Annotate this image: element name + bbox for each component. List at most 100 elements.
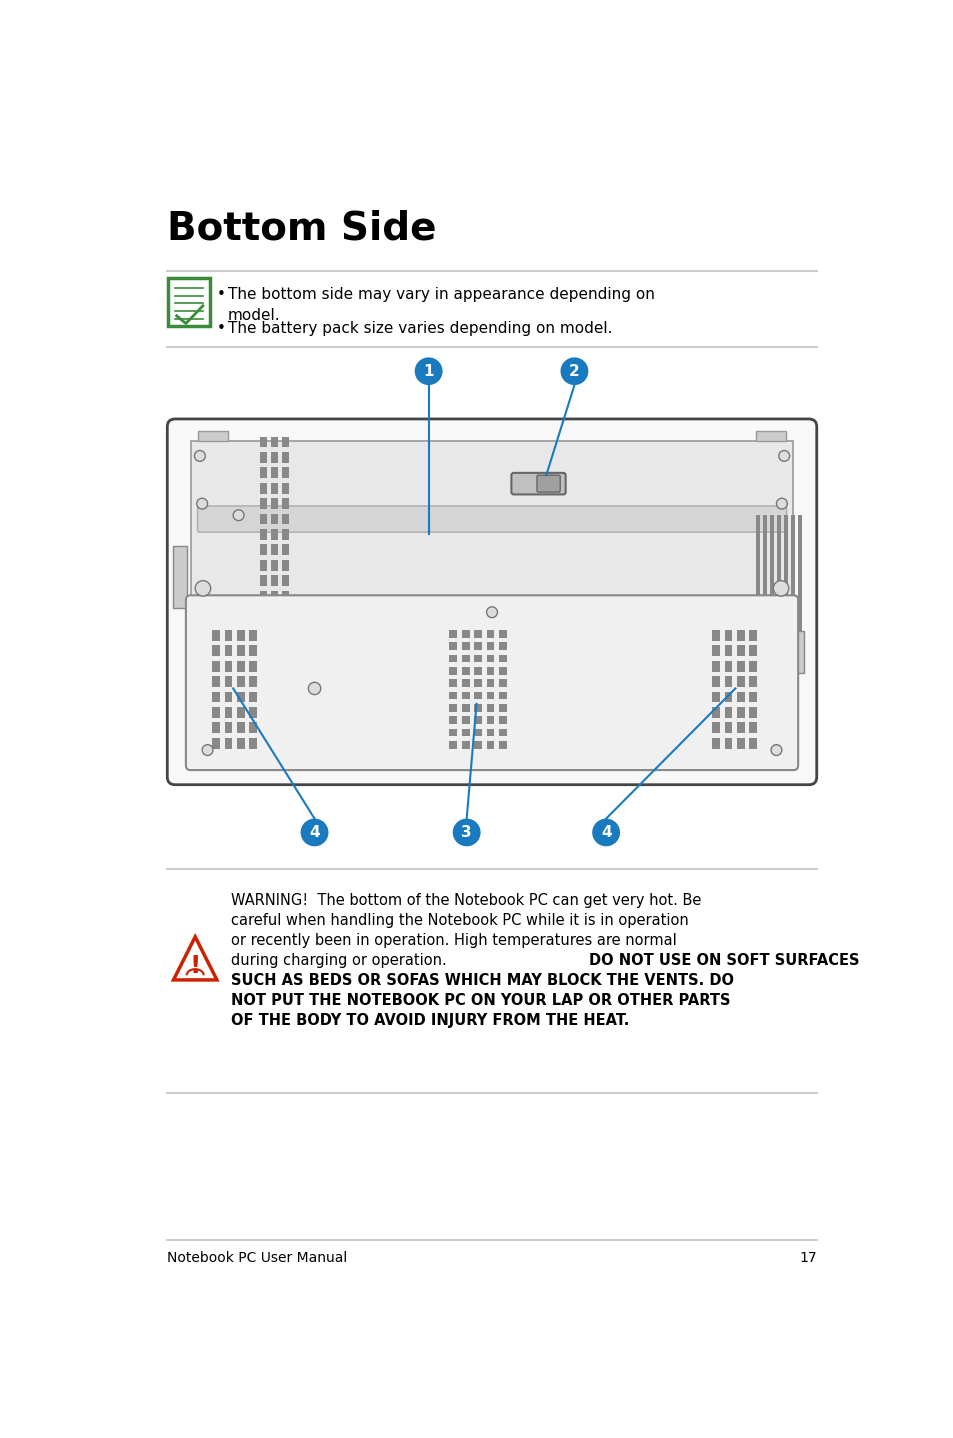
Bar — [723, 646, 732, 656]
Bar — [449, 630, 456, 637]
Bar — [271, 529, 278, 539]
Bar — [260, 637, 267, 647]
Bar — [711, 646, 720, 656]
Bar — [474, 679, 481, 687]
Bar — [173, 546, 187, 608]
Bar — [282, 637, 289, 647]
FancyBboxPatch shape — [197, 506, 785, 532]
Bar — [486, 703, 494, 712]
Bar — [212, 630, 220, 641]
FancyBboxPatch shape — [186, 595, 798, 771]
Bar — [282, 513, 289, 525]
FancyBboxPatch shape — [168, 278, 210, 326]
Bar — [474, 654, 481, 663]
Bar — [736, 676, 744, 687]
Circle shape — [300, 818, 328, 847]
FancyBboxPatch shape — [167, 418, 816, 785]
Bar — [282, 545, 289, 555]
Bar — [271, 513, 278, 525]
Text: SUCH AS BEDS OR SOFAS WHICH MAY BLOCK THE VENTS. DO: SUCH AS BEDS OR SOFAS WHICH MAY BLOCK TH… — [231, 972, 733, 988]
Text: The bottom side may vary in appearance depending on
model.: The bottom side may vary in appearance d… — [228, 286, 654, 322]
Bar — [498, 729, 506, 736]
Circle shape — [233, 510, 244, 521]
Bar — [449, 716, 456, 723]
Bar — [449, 643, 456, 650]
Bar — [498, 643, 506, 650]
Bar — [723, 676, 732, 687]
Bar — [736, 707, 744, 718]
Bar — [271, 575, 278, 587]
FancyBboxPatch shape — [537, 475, 559, 492]
Bar — [461, 654, 469, 663]
Bar — [212, 707, 220, 718]
Circle shape — [202, 745, 213, 755]
Text: during charging or operation.: during charging or operation. — [231, 952, 451, 968]
Bar — [736, 722, 744, 733]
Bar — [748, 630, 757, 641]
Bar — [236, 660, 245, 672]
Bar — [486, 679, 494, 687]
Text: 1: 1 — [423, 364, 434, 378]
Bar — [711, 707, 720, 718]
Bar — [474, 716, 481, 723]
Bar — [736, 646, 744, 656]
Bar — [224, 738, 233, 749]
Bar — [236, 676, 245, 687]
Bar — [271, 499, 278, 509]
Bar — [271, 559, 278, 571]
Text: NOT PUT THE NOTEBOOK PC ON YOUR LAP OR OTHER PARTS: NOT PUT THE NOTEBOOK PC ON YOUR LAP OR O… — [231, 992, 730, 1008]
Text: Notebook PC User Manual: Notebook PC User Manual — [167, 1251, 347, 1264]
Bar — [723, 660, 732, 672]
Bar — [198, 431, 228, 440]
Bar — [236, 738, 245, 749]
Text: 4: 4 — [600, 825, 611, 840]
Bar — [461, 643, 469, 650]
Circle shape — [770, 745, 781, 755]
Circle shape — [196, 499, 208, 509]
Text: •: • — [216, 321, 226, 336]
Bar — [474, 692, 481, 699]
Bar — [449, 741, 456, 749]
Text: The battery pack size varies depending on model.: The battery pack size varies depending o… — [228, 321, 612, 336]
Bar — [260, 467, 267, 479]
Text: or recently been in operation. High temperatures are normal: or recently been in operation. High temp… — [231, 933, 676, 948]
Bar — [212, 676, 220, 687]
Bar — [723, 692, 732, 702]
Bar — [461, 667, 469, 674]
Bar — [474, 630, 481, 637]
Bar — [461, 630, 469, 637]
Bar — [236, 707, 245, 718]
Bar — [736, 660, 744, 672]
Bar — [449, 667, 456, 674]
Bar — [212, 738, 220, 749]
Bar — [736, 692, 744, 702]
Bar — [723, 738, 732, 749]
Bar — [711, 738, 720, 749]
Bar — [474, 729, 481, 736]
Bar — [271, 452, 278, 463]
Bar — [224, 630, 233, 641]
Bar — [723, 707, 732, 718]
Circle shape — [592, 818, 619, 847]
Text: •: • — [216, 286, 226, 302]
Circle shape — [308, 682, 320, 695]
Bar — [282, 559, 289, 571]
Bar — [711, 630, 720, 641]
Bar — [461, 716, 469, 723]
Circle shape — [778, 450, 789, 462]
Bar — [282, 499, 289, 509]
Bar — [212, 722, 220, 733]
Polygon shape — [173, 936, 216, 979]
Bar — [736, 630, 744, 641]
Bar — [260, 437, 267, 447]
Bar — [271, 591, 278, 601]
Bar — [224, 722, 233, 733]
Bar — [461, 679, 469, 687]
Circle shape — [194, 450, 205, 462]
Bar — [769, 515, 773, 657]
Bar — [474, 741, 481, 749]
Bar — [736, 738, 744, 749]
Bar — [249, 707, 257, 718]
Bar — [224, 660, 233, 672]
Bar — [260, 605, 267, 617]
